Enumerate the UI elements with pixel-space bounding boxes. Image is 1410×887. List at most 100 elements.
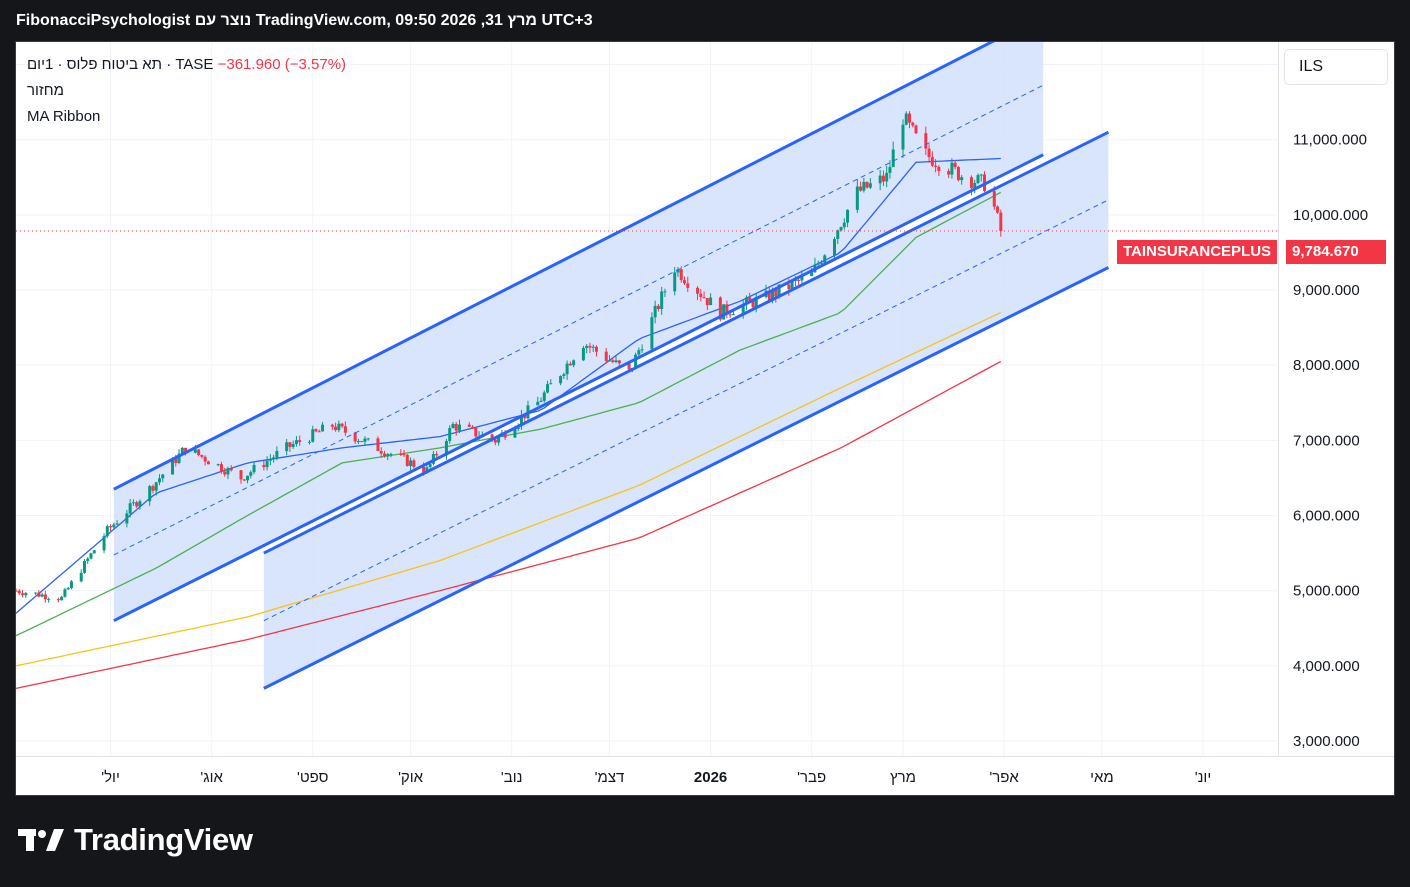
- candle-body: [904, 113, 908, 125]
- candle-body: [839, 227, 843, 231]
- candle-body: [937, 166, 941, 172]
- candle-body: [748, 297, 752, 301]
- candle-body: [617, 360, 621, 364]
- candle-body: [343, 426, 347, 433]
- price-axis-tick-label: 11,000.000: [1293, 132, 1367, 149]
- candle-body: [800, 276, 804, 281]
- candle-body: [908, 113, 912, 123]
- candle-body: [242, 479, 246, 481]
- candle-body: [148, 486, 152, 502]
- candle-body: [992, 191, 996, 207]
- candle-body: [63, 589, 67, 597]
- price-axis-tick-label: 5,000.000: [1293, 583, 1360, 600]
- candle-body: [702, 297, 706, 299]
- channel-lower-line: [113, 153, 1044, 623]
- candle-body: [930, 157, 934, 166]
- candle-body: [105, 526, 109, 537]
- candle-body: [562, 374, 566, 377]
- candle-body: [24, 592, 28, 596]
- price-axis-tick-label: 7,000.000: [1293, 432, 1360, 449]
- chart-frame[interactable]: 12,000.00011,000.00010,000.0009,000.0008…: [15, 41, 1395, 796]
- candle-body: [337, 423, 341, 431]
- candle-body: [634, 354, 638, 369]
- candle-body: [568, 363, 572, 366]
- candle-body: [519, 415, 523, 426]
- ma-line-ma-mid: [16, 191, 1002, 637]
- candle-body: [588, 345, 592, 348]
- candle-body: [969, 177, 973, 189]
- candle-body: [40, 594, 44, 597]
- candle-body: [771, 289, 775, 301]
- candle-body: [640, 349, 644, 351]
- candle-body: [157, 478, 161, 483]
- candle-body: [203, 456, 207, 462]
- candle-body: [206, 461, 210, 465]
- candle-body: [862, 181, 866, 191]
- candle-body: [135, 502, 139, 507]
- candle-body: [604, 351, 608, 361]
- time-axis-tick-label: 2026: [694, 769, 727, 786]
- ma-line-ma-fast: [16, 157, 1001, 614]
- candle-body: [542, 392, 546, 401]
- candle-body: [321, 424, 325, 432]
- candle-body: [115, 523, 119, 525]
- candle-body: [66, 588, 70, 590]
- candle-body: [428, 463, 432, 468]
- channel-upper-line: [263, 130, 1110, 555]
- candle-body: [934, 165, 938, 167]
- candle-body: [229, 468, 233, 471]
- candle-body: [412, 460, 416, 467]
- candle-body: [696, 287, 700, 294]
- candle-body: [709, 297, 713, 306]
- candle-body: [594, 346, 598, 352]
- candle-body: [138, 501, 142, 507]
- candle-body: [956, 167, 960, 181]
- candle-body: [705, 297, 709, 306]
- candle-body: [591, 346, 595, 348]
- volume-legend[interactable]: מחזור: [27, 82, 64, 99]
- candle-body: [679, 269, 683, 281]
- candle-body: [174, 458, 178, 463]
- candle-body: [656, 305, 660, 309]
- symbol-info[interactable]: תא ביטוח פלוס · 1יום · TASE: [27, 56, 214, 73]
- candle-body: [891, 149, 895, 168]
- price-chart[interactable]: 12,000.00011,000.00010,000.0009,000.0008…: [16, 42, 1395, 796]
- candle-body: [497, 436, 501, 443]
- candle-body: [43, 594, 47, 600]
- price-axis-tick-label: 10,000.000: [1293, 207, 1368, 224]
- candle-body: [262, 464, 266, 468]
- time-axis-tick-label: יול': [101, 769, 120, 786]
- candle-body: [330, 424, 334, 427]
- candle-body: [216, 464, 220, 466]
- candle-body: [317, 431, 321, 433]
- candle-body: [200, 454, 204, 457]
- price-change: −361.960 (−3.57%): [217, 56, 347, 73]
- candle-body: [128, 503, 132, 514]
- candle-body: [725, 304, 729, 315]
- candle-body: [379, 451, 383, 454]
- candle-body: [627, 363, 631, 370]
- candle-body: [914, 125, 918, 134]
- symbol-legend[interactable]: תא ביטוח פלוס · 1יום · TASE −361.960 (−3…: [27, 56, 346, 73]
- candle-body: [265, 460, 269, 468]
- candle-body: [21, 593, 25, 596]
- candles: [16, 111, 1003, 603]
- candle-body: [823, 255, 827, 263]
- candle-body: [474, 427, 478, 437]
- candle-body: [56, 599, 60, 601]
- candle-body: [89, 553, 93, 559]
- ma-ribbon-legend[interactable]: MA Ribbon: [27, 108, 101, 125]
- candle-body: [382, 453, 386, 457]
- candle-body: [924, 133, 928, 149]
- candle-body: [660, 291, 664, 309]
- time-axis-tick-label: נוב': [501, 769, 523, 786]
- candle-body: [294, 440, 298, 445]
- candle-body: [360, 441, 364, 443]
- currency-button[interactable]: ILS: [1284, 49, 1388, 85]
- time-axis-tick-label: יונ': [1195, 769, 1212, 786]
- candle-body: [275, 451, 279, 458]
- candle-body: [69, 581, 73, 589]
- candle-body: [683, 280, 687, 284]
- candle-body: [246, 475, 250, 481]
- candle-body: [927, 148, 931, 158]
